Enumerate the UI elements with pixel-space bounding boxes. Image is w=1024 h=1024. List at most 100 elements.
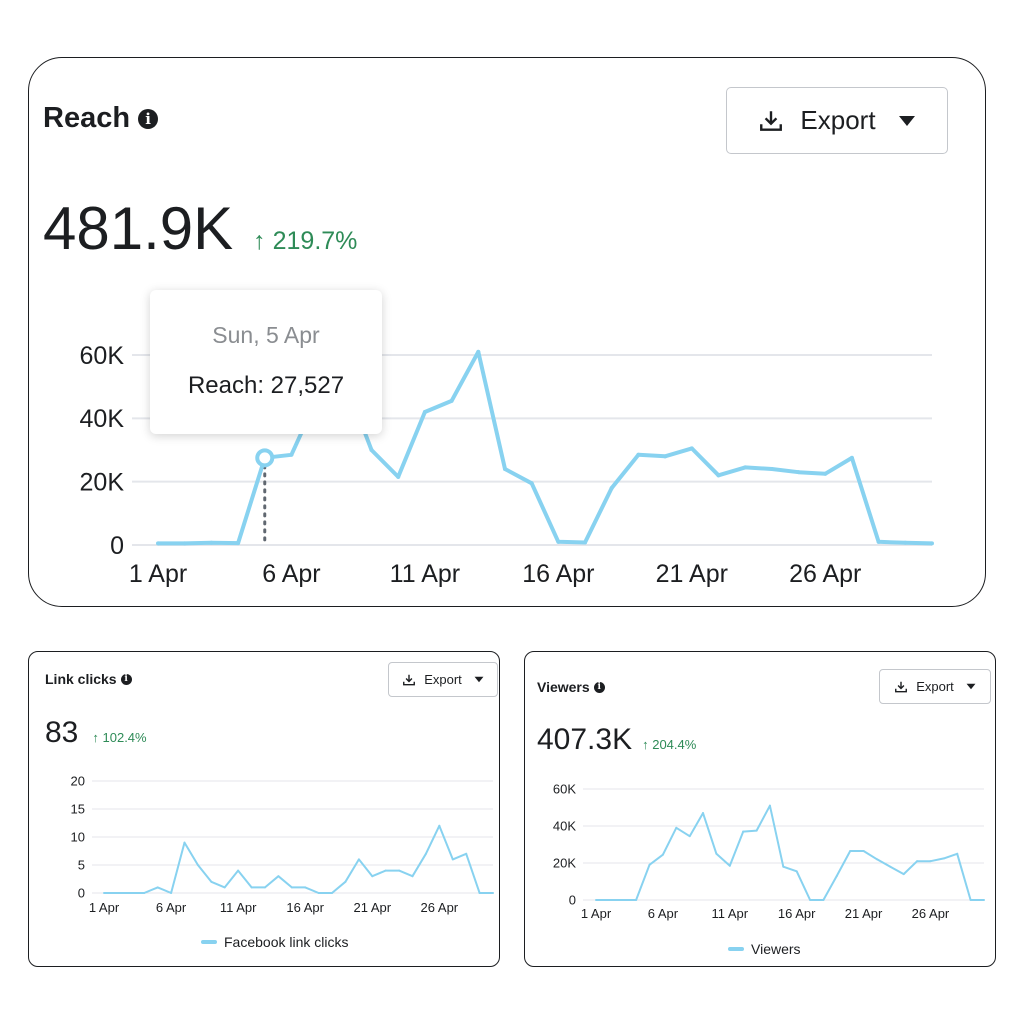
data-point <box>170 892 173 894</box>
info-icon[interactable]: i <box>138 108 159 129</box>
x-tick-label: 21 Apr <box>845 906 883 921</box>
data-point <box>688 835 691 838</box>
data-point <box>183 841 186 844</box>
data-point <box>956 852 959 855</box>
data-point <box>661 853 664 856</box>
viewers-export-button[interactable]: Export <box>879 669 991 704</box>
info-icon[interactable]: i <box>593 681 605 693</box>
link-clicks-value: 83 <box>45 716 79 749</box>
data-point <box>716 473 721 478</box>
y-tick-label: 60K <box>553 782 576 797</box>
data-point <box>371 875 374 878</box>
data-point <box>675 826 678 829</box>
x-tick-label: 16 Apr <box>286 900 324 915</box>
viewers-line-chart: 0 20K 40K 60K 1 Apr 6 Apr 11 Apr 16 Apr 21 Apr 26… <box>553 782 985 921</box>
viewers-legend: Viewers <box>728 941 801 957</box>
y-tick-label: 40K <box>80 405 125 433</box>
data-point <box>502 467 507 471</box>
reach-export-button[interactable]: Export <box>726 87 948 154</box>
data-point <box>476 349 481 354</box>
x-tick-label: 16 Apr <box>522 560 594 588</box>
viewers-title: Viewers i <box>537 679 605 695</box>
legend-label: Viewers <box>751 941 801 957</box>
data-point <box>809 899 812 901</box>
x-tick-label: 6 Apr <box>262 560 320 588</box>
data-point <box>304 886 307 889</box>
data-point <box>237 869 240 872</box>
viewers-title-label: Viewers <box>537 679 590 695</box>
data-point <box>196 864 199 866</box>
data-point <box>689 446 694 451</box>
link-clicks-metric: 83 ↑ 102.4% <box>45 716 147 750</box>
data-point <box>116 892 119 894</box>
data-point <box>621 899 624 901</box>
data-point <box>317 892 320 894</box>
data-point <box>608 899 611 901</box>
series-line <box>158 349 933 546</box>
data-point <box>143 892 146 894</box>
x-tick-label: 6 Apr <box>156 900 187 915</box>
y-tick-label: 20 <box>71 774 85 789</box>
data-point <box>983 899 985 901</box>
download-icon <box>760 110 783 131</box>
data-point <box>835 874 838 877</box>
reach-delta-value: 219.7% <box>272 227 358 255</box>
x-tick-label: 16 Apr <box>778 906 816 921</box>
viewers-export-label: Export <box>916 679 954 694</box>
caret-down-icon <box>966 683 976 690</box>
data-point <box>398 869 401 872</box>
viewers-delta-value: 204.4% <box>652 737 697 752</box>
reach-title-label: Reach <box>43 102 131 134</box>
viewers-card: 0 20K 40K 60K 1 Apr 6 Apr 11 Apr 16 Apr 21 Apr 26… <box>524 651 996 967</box>
link-clicks-delta-value: 102.4% <box>102 730 147 745</box>
data-point <box>263 886 266 889</box>
data-point <box>182 541 187 546</box>
data-point <box>529 481 534 486</box>
data-point <box>223 886 226 889</box>
reach-value: 481.9K <box>43 195 234 262</box>
y-tick-label: 15 <box>71 802 85 817</box>
highlight-point[interactable] <box>255 448 275 468</box>
data-point <box>250 886 253 889</box>
data-point <box>742 830 745 833</box>
arrow-up-icon: ↑ <box>92 730 103 745</box>
data-point <box>663 454 668 459</box>
data-point <box>849 849 852 852</box>
data-point <box>103 892 105 894</box>
data-point <box>862 849 865 852</box>
arrow-up-icon: ↑ <box>253 227 273 255</box>
link-clicks-export-label: Export <box>424 672 462 687</box>
data-point <box>369 448 374 452</box>
data-point <box>156 541 160 546</box>
data-point <box>411 875 414 878</box>
data-point <box>424 852 427 855</box>
data-point <box>449 398 454 403</box>
link-clicks-export-button[interactable]: Export <box>388 662 498 697</box>
link-clicks-delta: ↑ 102.4% <box>92 730 146 745</box>
data-point <box>422 410 427 414</box>
link-clicks-card: 0 5 10 15 20 1 Apr 6 Apr 11 Apr 16 Apr 21 Apr 26 A… <box>28 651 500 967</box>
x-tick-label: 11 Apr <box>220 900 257 915</box>
legend-swatch <box>201 940 217 944</box>
x-tick-label: 1 Apr <box>129 560 187 588</box>
x-tick-label: 26 Apr <box>789 560 861 588</box>
data-point <box>929 860 932 863</box>
data-point <box>357 858 360 861</box>
data-point <box>609 486 614 490</box>
x-tick-label: 21 Apr <box>353 900 391 915</box>
tooltip-date: Sun, 5 Apr <box>212 322 320 348</box>
download-icon <box>403 674 416 685</box>
data-point <box>782 865 785 868</box>
info-icon[interactable]: i <box>120 673 132 685</box>
data-point <box>702 812 705 815</box>
data-point <box>583 540 588 545</box>
link-clicks-title-label: Link clicks <box>45 671 117 687</box>
data-point <box>156 886 159 889</box>
reach-delta: ↑ 219.7% <box>253 227 357 256</box>
data-point <box>796 470 801 475</box>
y-tick-label: 60K <box>80 342 125 370</box>
data-point <box>289 452 294 457</box>
series-line <box>104 824 493 894</box>
data-point <box>768 804 771 807</box>
reach-metric: 481.9K ↑ 219.7% <box>43 194 357 263</box>
